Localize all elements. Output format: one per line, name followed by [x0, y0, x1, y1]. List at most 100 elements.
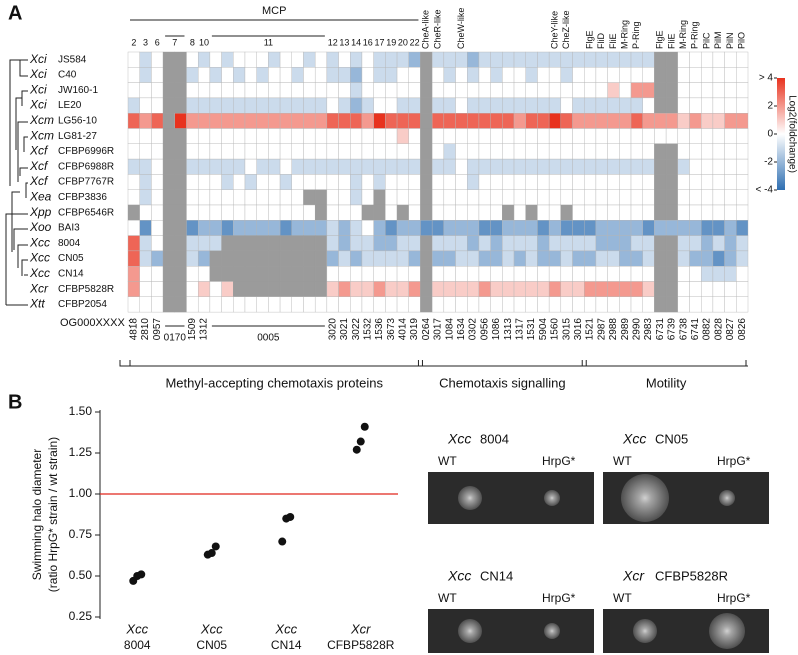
heat-cell — [724, 112, 737, 129]
heat-cell — [385, 189, 398, 206]
x-tick-label: CFBP5828R — [327, 638, 395, 652]
heat-cell — [584, 250, 597, 267]
row-strain: C40 — [58, 70, 77, 81]
heat-cell — [268, 112, 281, 129]
heat-cell — [513, 128, 526, 145]
heat-cell — [712, 174, 725, 190]
heat-cell — [467, 296, 480, 313]
plate-left-label: WT — [613, 591, 632, 605]
heat-cell — [701, 250, 714, 267]
heat-cell — [455, 112, 468, 129]
missing-cell — [560, 204, 573, 221]
missing-cell — [162, 97, 175, 114]
missing-cell — [162, 67, 175, 83]
heat-cell — [186, 281, 199, 298]
heat-cell — [197, 82, 211, 99]
missing-cell — [420, 112, 433, 129]
heat-cell — [209, 51, 222, 68]
heat-cell — [279, 51, 292, 68]
heat-cell — [584, 266, 597, 282]
heat-cell — [326, 235, 339, 252]
heat-cell — [268, 67, 281, 83]
heat-cell — [502, 235, 515, 252]
row-species: Xcc — [29, 251, 50, 265]
heat-cell — [478, 235, 491, 252]
row-species: Xcf — [29, 174, 49, 188]
heat-cell — [373, 82, 386, 99]
heat-cell — [724, 235, 737, 252]
heat-cell — [244, 97, 257, 114]
heat-cell — [689, 67, 702, 83]
heat-cell — [326, 266, 339, 282]
heat-cell — [712, 296, 725, 313]
heat-cell — [560, 296, 573, 313]
missing-cell — [244, 235, 257, 252]
heat-cell — [642, 296, 655, 313]
heat-cell — [513, 112, 526, 129]
heat-cell — [350, 281, 363, 298]
missing-cell — [279, 281, 292, 298]
missing-cell — [303, 266, 316, 282]
heat-cell — [537, 204, 550, 221]
og-label: 0957 — [152, 318, 163, 341]
heat-cell — [256, 296, 269, 313]
colorbar-tick-label: 0 — [767, 129, 773, 140]
heat-cell — [151, 174, 164, 190]
heat-cell — [361, 266, 374, 282]
column-header: 7 — [172, 37, 177, 47]
heat-cell — [736, 51, 749, 68]
heat-cell — [233, 82, 246, 99]
missing-cell — [665, 67, 679, 83]
missing-cell — [420, 82, 433, 99]
heat-cell — [630, 235, 643, 252]
heat-cell — [350, 204, 363, 221]
heat-cell — [279, 204, 292, 221]
heat-cell — [724, 158, 737, 175]
missing-cell — [420, 128, 433, 145]
heat-cell — [490, 189, 503, 206]
og-label: 0882 — [702, 318, 713, 341]
og-label: 4818 — [128, 318, 139, 341]
heat-cell — [326, 189, 339, 206]
plate-right-label: HrpG* — [717, 591, 751, 605]
heat-cell — [548, 220, 562, 236]
missing-cell — [291, 281, 304, 298]
heat-cell — [537, 82, 550, 99]
og-label: 0264 — [421, 318, 432, 341]
heat-cell — [127, 143, 140, 160]
plate-left-label: WT — [438, 591, 457, 605]
heat-cell — [338, 281, 351, 298]
heat-cell — [642, 67, 655, 83]
heat-cell — [244, 204, 257, 221]
missing-cell — [654, 235, 667, 252]
column-header: M-Ring — [678, 20, 688, 49]
heat-cell — [502, 250, 515, 267]
heat-cell — [139, 220, 152, 236]
heat-cell — [467, 174, 480, 190]
heat-cell — [689, 296, 702, 313]
heat-cell — [443, 97, 456, 114]
heat-cell — [186, 128, 199, 145]
heat-cell — [186, 158, 199, 175]
heat-cell — [502, 67, 515, 83]
heat-cell — [443, 266, 456, 282]
heat-cell — [548, 266, 562, 282]
colony — [633, 619, 657, 643]
heat-cell — [373, 51, 386, 68]
heat-cell — [408, 82, 421, 99]
colony — [621, 474, 669, 522]
heat-cell — [701, 143, 714, 160]
heat-cell — [572, 112, 585, 129]
heat-cell — [572, 204, 585, 221]
heat-cell — [291, 296, 304, 313]
heat-cell — [408, 220, 421, 236]
heat-cell — [537, 296, 550, 313]
missing-cell — [162, 174, 175, 190]
heat-cell — [233, 158, 246, 175]
heat-cell — [268, 51, 281, 68]
heat-cell — [724, 82, 737, 99]
heat-cell — [642, 174, 655, 190]
heat-cell — [689, 82, 702, 99]
heat-cell — [490, 281, 503, 298]
heat-cell — [560, 82, 573, 99]
